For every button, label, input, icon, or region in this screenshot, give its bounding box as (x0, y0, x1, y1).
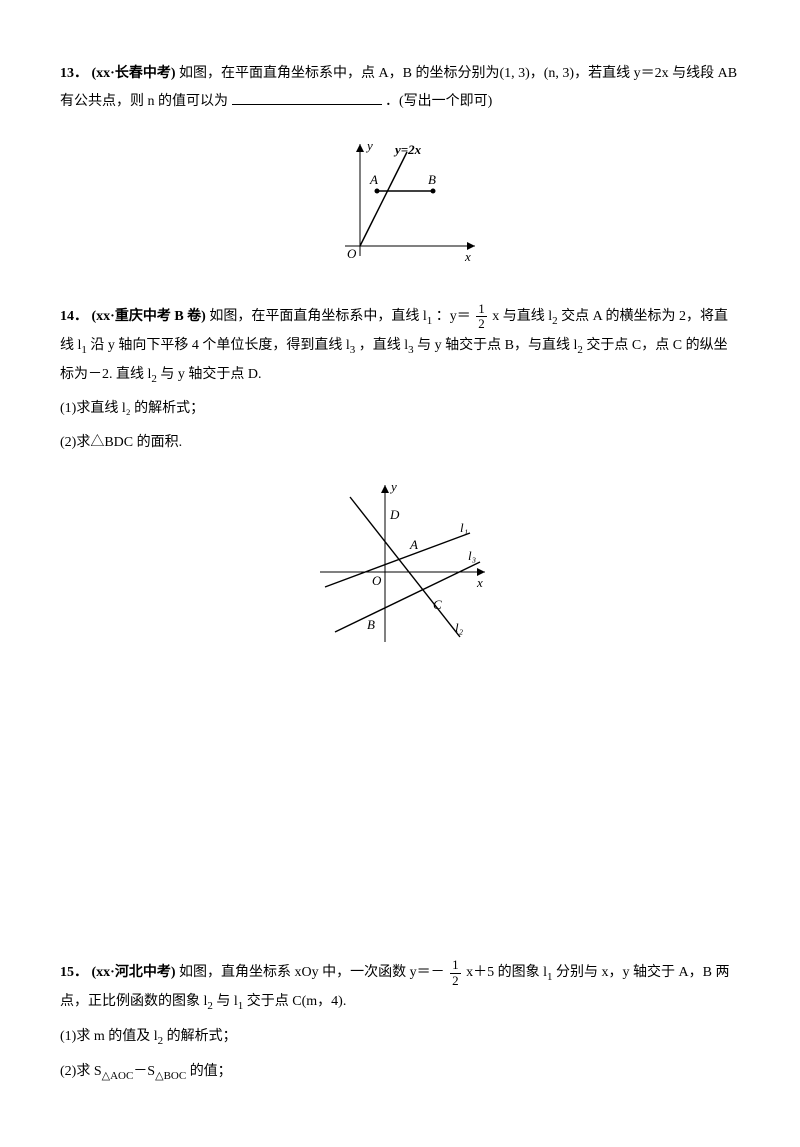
origin-label: O (347, 246, 357, 261)
fraction-half: 12 (450, 958, 461, 988)
answer-blank[interactable] (232, 90, 382, 105)
text-e: 沿 y 轴向下平移 4 个单位长度，得到直线 l (90, 338, 349, 353)
figure-13: O x y y=2x A B (60, 136, 740, 282)
y-axis-label: y (365, 138, 373, 153)
problem-source: (xx·长春中考) (92, 66, 176, 81)
sub1b: 1 (81, 344, 87, 356)
text-g: 与 y 轴交于点 B，与直线 l (417, 338, 577, 353)
sub-question-1: (1)求 m 的值及 l2 的解析式； (60, 1023, 740, 1052)
text-i: 与 y 轴交于点 D. (160, 367, 261, 382)
fraction-half: 12 (476, 302, 487, 332)
point-B: B (367, 617, 375, 632)
sub1: 1 (547, 971, 553, 983)
point-A: A (369, 172, 378, 187)
point-B: B (428, 172, 436, 187)
problem-14: 14． (xx·重庆中考 B 卷) 如图，在平面直角坐标系中，直线 l1 ：y＝… (60, 302, 740, 457)
problem-source: (xx·重庆中考 B 卷) (92, 309, 206, 324)
sub2c: 2 (151, 372, 157, 384)
text-e: 交于点 C(m，4). (247, 994, 347, 1009)
point-D: D (389, 507, 400, 522)
problem-13: 13． (xx·长春中考) 如图，在平面直角坐标系中，点 A，B 的坐标分别为(… (60, 60, 740, 116)
sub-question-1: (1)求直线 l₂ 的解析式； (60, 395, 740, 423)
sub2b: 2 (577, 344, 583, 356)
text-a: 如图，直角坐标系 xOy 中，一次函数 y＝－ (179, 965, 445, 980)
problem-number: 13． (60, 66, 88, 81)
problem-text-tail: ．(写出一个即可) (385, 94, 492, 109)
point-A: A (409, 537, 418, 552)
l2-label: l₂ (455, 620, 464, 635)
origin-label: O (372, 573, 382, 588)
point-C: C (433, 597, 442, 612)
figure-14: O x y l₁ l₃ l₂ D A B C (60, 477, 740, 658)
sub1b: 1 (238, 1000, 244, 1012)
sub2: 2 (207, 1000, 213, 1012)
sub1: 1 (427, 315, 433, 327)
l1-label: l₁ (460, 520, 468, 535)
problem-number: 14． (60, 309, 88, 324)
problem-15: 15． (xx·河北中考) 如图，直角坐标系 xOy 中，一次函数 y＝－ 12… (60, 958, 740, 1086)
line-label: y=2x (393, 142, 422, 157)
sub3: 3 (350, 344, 356, 356)
problem-number: 15． (60, 965, 88, 980)
sub-question-2: (2)求△BDC 的面积. (60, 429, 740, 457)
l3-label: l₃ (468, 548, 476, 563)
workspace-gap (60, 678, 740, 958)
sub-question-2: (2)求 S△AOC－S△BOC 的值； (60, 1058, 740, 1087)
text-f: ，直线 l (359, 338, 408, 353)
sub3b: 3 (408, 344, 414, 356)
sub2: 2 (552, 315, 558, 327)
text-a: 如图，在平面直角坐标系中，直线 l (209, 309, 426, 324)
x-axis-label: x (476, 575, 483, 590)
text-d: 与 l (216, 994, 237, 1009)
problem-source: (xx·河北中考) (92, 965, 176, 980)
x-axis-label: x (464, 249, 471, 264)
text-c: x 与直线 l (492, 309, 552, 324)
text-b: ：y＝ (436, 309, 471, 324)
text-b: x＋5 的图象 l (466, 965, 547, 980)
y-axis-label: y (389, 479, 397, 494)
